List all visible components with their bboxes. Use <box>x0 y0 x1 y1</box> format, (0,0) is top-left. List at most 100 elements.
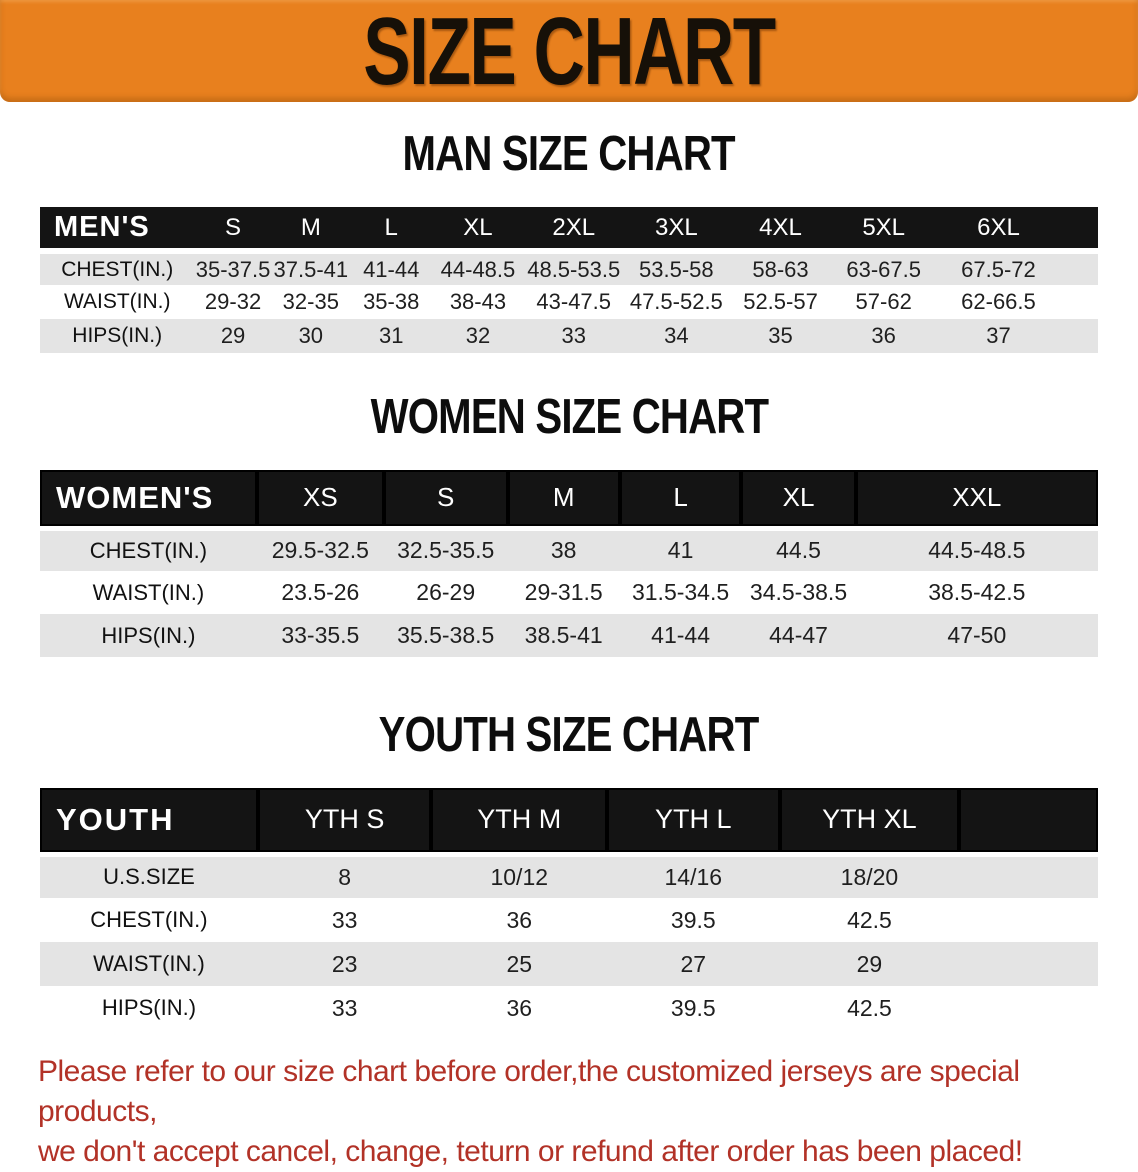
size-value-cell: 34.5-38.5 <box>741 571 856 614</box>
size-value-cell: 27 <box>607 942 780 986</box>
size-value-cell: 37 <box>934 319 1062 353</box>
size-value-cell: 33 <box>257 898 432 942</box>
size-value-cell: 31 <box>349 319 433 353</box>
men-table-header-row: MEN'S S M L XL 2XL 3XL 4XL 5XL 6XL <box>40 207 1098 254</box>
size-value-cell: 25 <box>431 942 608 986</box>
row-label: WAIST(IN.) <box>40 285 195 319</box>
size-value-cell: 29.5-32.5 <box>256 528 384 571</box>
men-section-heading: MAN SIZE CHART <box>40 128 1098 189</box>
row-spacer-cell <box>959 942 1098 986</box>
size-value-cell: 41-44 <box>349 251 433 285</box>
men-size-section: MAN SIZE CHART MEN'S S M L XL 2XL 3XL 4XL 5XL 6XL C… <box>40 128 1098 353</box>
row-label: HIPS(IN.) <box>40 319 195 353</box>
size-value-cell: 32.5-35.5 <box>383 528 508 571</box>
size-value-cell: 39.5 <box>607 898 780 942</box>
size-value-cell: 18/20 <box>779 854 960 898</box>
youth-table-row: HIPS(IN.) 33 36 39.5 42.5 <box>40 986 1098 1030</box>
row-label: CHEST(IN.) <box>40 528 257 571</box>
size-value-cell: 42.5 <box>779 898 960 942</box>
size-value-cell: 8 <box>257 854 432 898</box>
men-table-row: WAIST(IN.) 29-32 32-35 35-38 38-43 43-47.5 47.… <box>40 285 1098 319</box>
disclaimer: Please refer to our size chart before or… <box>0 1052 1138 1172</box>
size-value-cell: 35-38 <box>349 285 433 319</box>
disclaimer-line-1: Please refer to our size chart before or… <box>38 1055 1020 1128</box>
page-title: SIZE CHART <box>363 0 776 105</box>
size-value-cell: 63-67.5 <box>832 251 935 285</box>
size-value-cell: 38 <box>507 528 620 571</box>
size-value-cell: 38.5-41 <box>507 614 620 657</box>
size-value-cell: 36 <box>431 898 608 942</box>
size-value-cell: 33 <box>257 986 432 1030</box>
youth-column-header: YTH S <box>257 788 432 857</box>
row-spacer-cell <box>959 986 1098 1030</box>
row-label: WAIST(IN.) <box>40 571 257 614</box>
men-table-row: CHEST(IN.) 35-37.5 37.5-41 41-44 44-48.5 48.5… <box>40 251 1098 285</box>
size-value-cell: 29-32 <box>194 285 272 319</box>
men-column-header: 6XL <box>934 207 1062 254</box>
size-value-cell: 44-47 <box>741 614 856 657</box>
size-value-cell: 44.5-48.5 <box>855 528 1098 571</box>
women-table-row: HIPS(IN.) 33-35.5 35.5-38.5 38.5-41 41-44 44-… <box>40 614 1098 657</box>
men-table-corner-label: MEN'S <box>40 207 195 254</box>
youth-table-row: WAIST(IN.) 23 25 27 29 <box>40 942 1098 986</box>
size-value-cell: 57-62 <box>832 285 935 319</box>
women-table-corner-label: WOMEN'S <box>40 470 257 531</box>
size-value-cell: 31.5-34.5 <box>619 571 742 614</box>
row-label: WAIST(IN.) <box>40 942 258 986</box>
size-value-cell: 35.5-38.5 <box>383 614 508 657</box>
size-value-cell: 39.5 <box>607 986 780 1030</box>
youth-table-row: U.S.SIZE 8 10/12 14/16 18/20 <box>40 854 1098 898</box>
row-label: HIPS(IN.) <box>40 986 258 1030</box>
youth-table-row: CHEST(IN.) 33 36 39.5 42.5 <box>40 898 1098 942</box>
disclaimer-line-2: we don't accept cancel, change, teturn o… <box>38 1135 1023 1168</box>
row-spacer-cell <box>1061 319 1098 353</box>
women-table-header-row-group: WOMEN'S XS S M L XL XXL <box>40 470 1098 531</box>
men-section-heading-text: MAN SIZE CHART <box>402 127 736 181</box>
row-spacer-cell <box>959 898 1098 942</box>
men-column-header: L <box>349 207 433 254</box>
size-value-cell: 47-50 <box>855 614 1098 657</box>
women-column-header: S <box>383 470 508 531</box>
women-size-section: WOMEN SIZE CHART WOMEN'S XS S M L XL XXL CHEST(I… <box>40 391 1098 657</box>
row-label: CHEST(IN.) <box>40 251 195 285</box>
size-value-cell: 14/16 <box>607 854 780 898</box>
women-section-heading-text: WOMEN SIZE CHART <box>370 390 768 444</box>
men-column-header: 3XL <box>623 207 729 254</box>
size-value-cell: 36 <box>431 986 608 1030</box>
men-column-header: 2XL <box>523 207 624 254</box>
youth-column-header: YTH L <box>607 788 780 857</box>
men-column-header: M <box>271 207 350 254</box>
women-table-body: CHEST(IN.) 29.5-32.5 32.5-35.5 38 41 44.5 44.5… <box>40 528 1098 657</box>
youth-table-header-row-group: YOUTH YTH S YTH M YTH L YTH XL <box>40 788 1098 857</box>
row-spacer-cell <box>1061 285 1098 319</box>
size-value-cell: 35-37.5 <box>194 251 272 285</box>
row-spacer-cell <box>959 854 1098 898</box>
men-table-row: HIPS(IN.) 29 30 31 32 33 34 35 36 37 <box>40 319 1098 353</box>
row-label: U.S.SIZE <box>40 854 258 898</box>
size-value-cell: 33 <box>523 319 624 353</box>
size-value-cell: 43-47.5 <box>523 285 624 319</box>
women-table-header-row: WOMEN'S XS S M L XL XXL <box>40 470 1098 531</box>
size-value-cell: 33-35.5 <box>256 614 384 657</box>
size-value-cell: 36 <box>832 319 935 353</box>
men-column-header: 4XL <box>728 207 833 254</box>
size-value-cell: 38-43 <box>432 285 524 319</box>
size-value-cell: 38.5-42.5 <box>855 571 1098 614</box>
men-column-header: 5XL <box>832 207 935 254</box>
size-value-cell: 29 <box>194 319 272 353</box>
size-value-cell: 67.5-72 <box>934 251 1062 285</box>
youth-table-header-row: YOUTH YTH S YTH M YTH L YTH XL <box>40 788 1098 857</box>
size-value-cell: 29 <box>779 942 960 986</box>
size-value-cell: 62-66.5 <box>934 285 1062 319</box>
size-value-cell: 37.5-41 <box>271 251 350 285</box>
header-spacer-cell <box>1061 207 1098 254</box>
size-value-cell: 26-29 <box>383 571 508 614</box>
size-value-cell: 58-63 <box>728 251 833 285</box>
row-spacer-cell <box>1061 251 1098 285</box>
size-value-cell: 47.5-52.5 <box>623 285 729 319</box>
size-value-cell: 23 <box>257 942 432 986</box>
size-value-cell: 52.5-57 <box>728 285 833 319</box>
size-chart-content: MAN SIZE CHART MEN'S S M L XL 2XL 3XL 4XL 5XL 6XL C… <box>0 128 1138 1030</box>
row-label: CHEST(IN.) <box>40 898 258 942</box>
men-size-table: MEN'S S M L XL 2XL 3XL 4XL 5XL 6XL CHEST(IN.) 35-37… <box>40 207 1098 353</box>
